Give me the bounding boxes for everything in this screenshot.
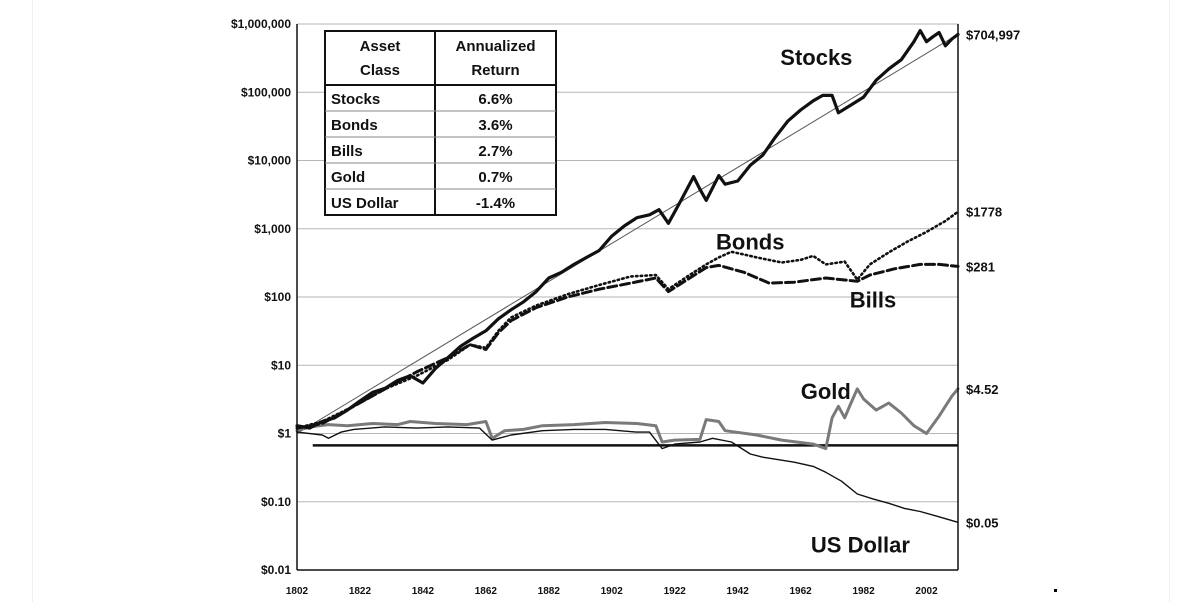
x-axis-ticks: 1802 1822 1842 1862 1882 1902 1922 1942 1962 1982… [286, 586, 938, 597]
table-header: Annualized [455, 38, 535, 55]
table-cell-return: 6.6% [478, 91, 512, 108]
table-header: Class [360, 62, 400, 79]
x-tick-label: 1802 [286, 586, 309, 597]
table-cell-asset: US Dollar [331, 195, 399, 212]
x-tick-label: 1942 [727, 586, 750, 597]
series-line-bills [295, 262, 960, 430]
y-tick-label: $10 [271, 358, 291, 372]
end-value-label: $704,997 [966, 27, 1020, 42]
table-cell-return: 0.7% [478, 169, 512, 186]
stray-mark [1054, 589, 1057, 592]
table-cell-asset: Bills [331, 143, 363, 160]
axis-frame [296, 24, 959, 571]
table-cell-return: 2.7% [478, 143, 512, 160]
trend-line [296, 33, 959, 434]
x-tick-label: 1902 [601, 586, 624, 597]
end-value-label: $281 [966, 259, 995, 274]
y-tick-label: $100,000 [241, 85, 291, 99]
x-tick-label: 1982 [852, 586, 875, 597]
series-layer [295, 29, 960, 523]
table-cell-asset: Bonds [331, 117, 378, 134]
y-tick-label: $1,000,000 [231, 17, 291, 31]
x-tick-label: 1862 [475, 586, 498, 597]
series-label: US Dollar [811, 533, 910, 558]
y-tick-label: $1 [278, 427, 292, 441]
series-labels: Stocks Bonds Bills Gold US Dollar [716, 45, 910, 557]
table-cell-return: -1.4% [476, 195, 515, 212]
table-frame [324, 30, 557, 216]
x-tick-label: 1822 [349, 586, 372, 597]
series-line-bonds [295, 210, 960, 430]
table-cell-asset: Gold [331, 169, 365, 186]
x-tick-label: 2002 [915, 586, 938, 597]
series-line-us-dollar [296, 426, 959, 523]
series-line-stocks [295, 29, 960, 430]
x-tick-label: 1882 [538, 586, 561, 597]
series-label: Bills [850, 288, 896, 313]
y-tick-label: $10,000 [248, 154, 292, 168]
series-label: Gold [801, 379, 851, 404]
y-axis-ticks: $1,000,000 $100,000 $10,000 $1,000 $100 $10 $1… [231, 17, 291, 577]
table-header: Return [471, 62, 519, 79]
y-tick-label: $100 [264, 290, 291, 304]
end-value-label: $0.05 [966, 515, 999, 530]
series-line-gold [295, 387, 960, 451]
x-tick-label: 1842 [412, 586, 435, 597]
table-header: Asset [360, 38, 401, 55]
end-value-label: $4.52 [966, 382, 999, 397]
reference-layer [296, 33, 959, 447]
x-tick-label: 1922 [664, 586, 687, 597]
end-value-labels: $704,997 $1778 $281 $4.52 $0.05 [966, 27, 1020, 530]
y-tick-label: $0.01 [261, 563, 291, 577]
series-label: Bonds [716, 229, 784, 254]
x-tick-label: 1962 [789, 586, 812, 597]
table-cell-return: 3.6% [478, 117, 512, 134]
end-value-label: $1778 [966, 205, 1002, 220]
returns-table: Asset Class Annualized Return Stocks 6.6% Bond… [324, 30, 557, 216]
table-cell-asset: Stocks [331, 91, 380, 108]
series-label: Stocks [780, 45, 852, 70]
y-tick-label: $0.10 [261, 495, 291, 509]
y-tick-label: $1,000 [254, 222, 291, 236]
